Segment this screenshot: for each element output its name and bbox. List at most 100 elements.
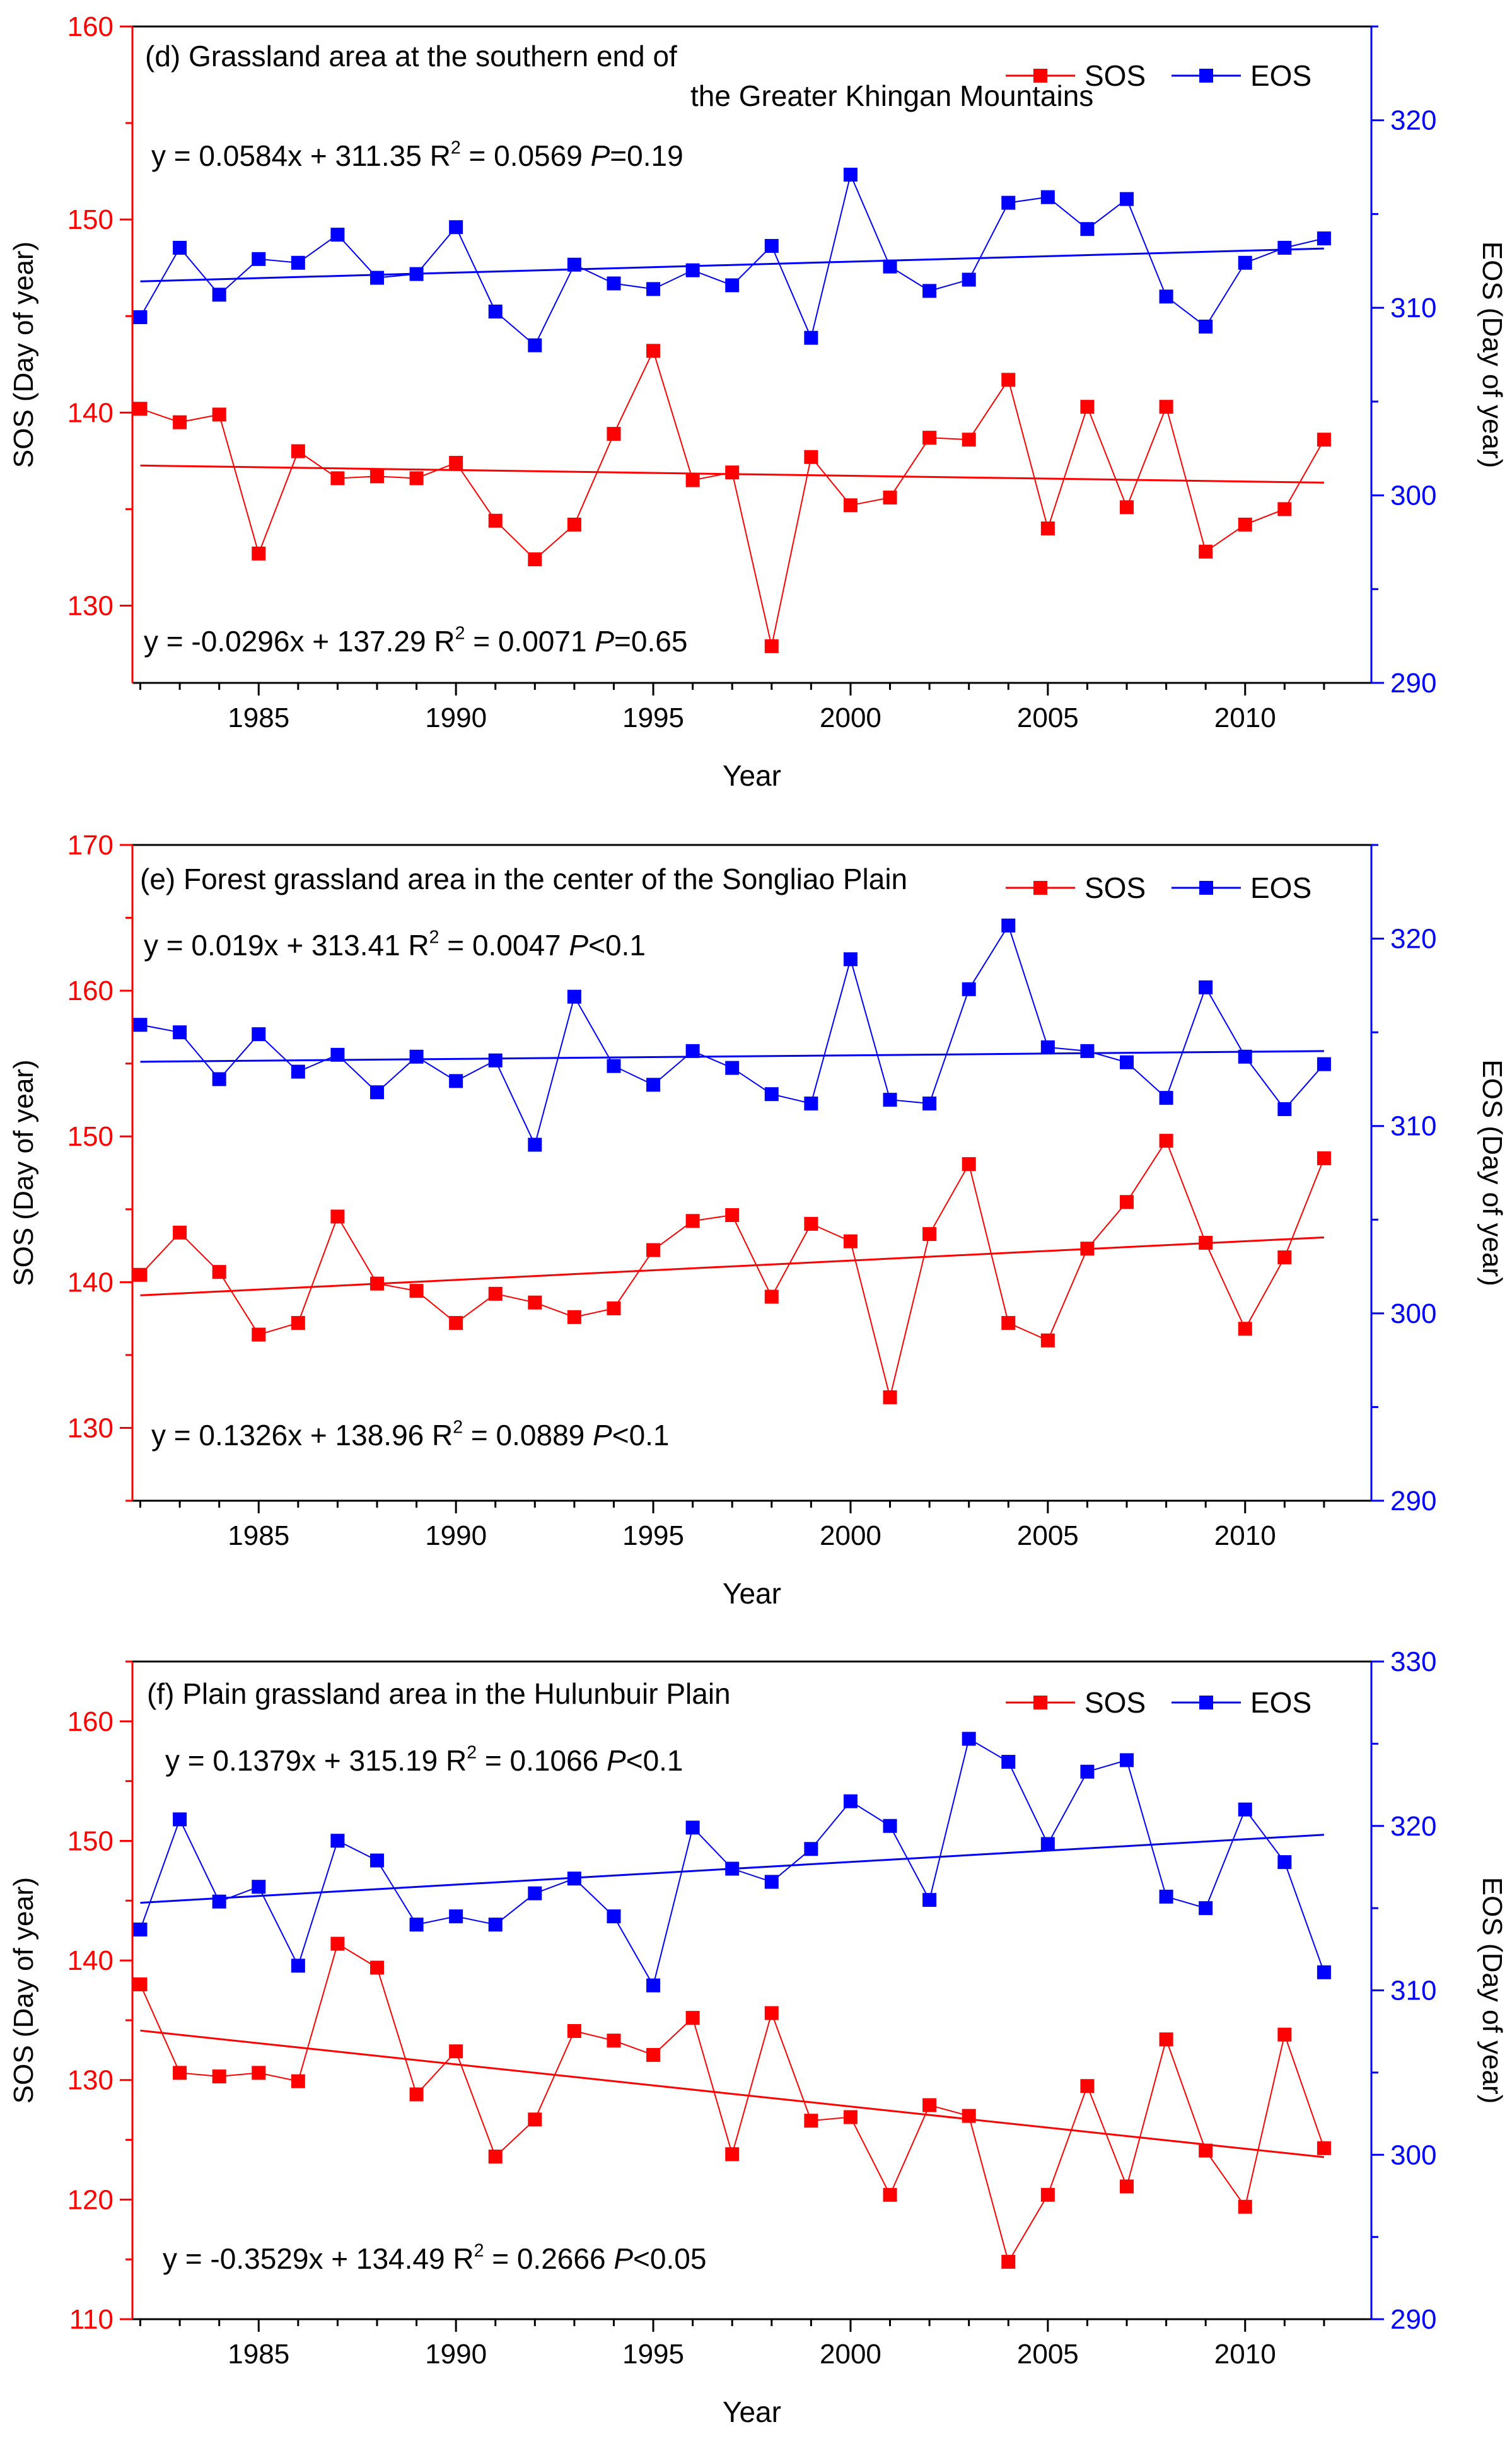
equation-part: y = 0.1326x + 138.96 R	[151, 1419, 453, 1452]
eos-point	[1001, 1755, 1016, 1769]
eos-point	[291, 1064, 305, 1079]
eos-point	[1277, 1855, 1292, 1870]
eos-point	[962, 982, 976, 996]
eos-point	[133, 1923, 148, 1937]
sos-point	[962, 1157, 976, 1172]
y-right-tick-label: 330	[1390, 1646, 1436, 1677]
sos-point	[804, 2114, 818, 2128]
eos-point	[369, 1085, 384, 1100]
sos-point	[212, 1265, 226, 1279]
sos-point	[685, 473, 700, 487]
eos-trend-line	[140, 247, 1324, 282]
y-left-tick-label: 160	[67, 975, 113, 1006]
sos-point	[1080, 2079, 1095, 2093]
sos-regression-equation: y = 0.1326x + 138.96 R2 = 0.0889 P<0.1	[151, 1417, 670, 1452]
eos-point	[133, 310, 148, 325]
x-tick-label: 2000	[820, 2339, 881, 2370]
sos-point	[1080, 400, 1095, 414]
sos-trend-line	[140, 1236, 1324, 1296]
sos-point	[488, 1286, 503, 1301]
sos-point	[173, 1225, 187, 1240]
eos-point	[1040, 1837, 1055, 1851]
eos-point	[133, 1018, 148, 1032]
eos-point	[212, 1894, 226, 1909]
eos-regression-equation: y = 0.019x + 313.41 R2 = 0.0047 P<0.1	[144, 928, 646, 962]
y-left-tick-label: 160	[67, 1706, 113, 1737]
sos-point	[685, 1214, 700, 1228]
eos-point	[1238, 255, 1252, 270]
legend-label-eos: EOS	[1250, 59, 1311, 92]
equation-part: y = 0.0584x + 311.35 R	[151, 139, 451, 172]
y-left-tick-label: 140	[67, 397, 113, 428]
eos-point	[1001, 195, 1016, 210]
sos-point	[922, 2098, 937, 2112]
equation-part: 2	[455, 624, 465, 644]
y-left-tick-label: 130	[67, 1412, 113, 1443]
equation-part: 2	[453, 1417, 463, 1438]
eos-point	[1040, 1040, 1055, 1054]
sos-point	[252, 1327, 266, 1342]
sos-point	[1001, 1316, 1016, 1330]
y-left-tick-label: 130	[67, 591, 113, 622]
eos-point	[330, 1834, 345, 1848]
sos-point	[133, 1977, 148, 1992]
legend: SOS EOS	[1006, 1686, 1311, 1719]
y-left-tick-label: 140	[67, 1945, 113, 1976]
equation-part: P	[607, 1744, 626, 1777]
sos-point	[409, 2087, 424, 2102]
equation-part: y = -0.3529x + 134.49 R	[163, 2242, 474, 2275]
eos-point	[1120, 1055, 1134, 1069]
eos-point	[685, 1820, 700, 1835]
sos-point	[1080, 1242, 1095, 1256]
legend-label-eos: EOS	[1250, 1686, 1311, 1719]
y-right-tick-label: 310	[1390, 1111, 1436, 1142]
x-tick-label: 1995	[622, 1520, 684, 1551]
eos-point	[330, 228, 345, 242]
eos-point	[369, 271, 384, 285]
sos-point	[528, 552, 542, 567]
eos-point	[607, 276, 621, 291]
sos-point	[607, 1301, 621, 1315]
sos-point	[1040, 521, 1055, 536]
sos-point	[1277, 502, 1292, 516]
sos-point	[764, 639, 779, 653]
eos-point	[1120, 1753, 1134, 1767]
eos-point	[1080, 1764, 1095, 1779]
sos-point	[291, 2074, 305, 2088]
sos-point	[409, 1284, 424, 1298]
chart-panel-1: 1985 1990 1995 2000 2005 2010 Year 130 140 150 160…	[8, 830, 1508, 1610]
sos-point	[133, 1267, 148, 1282]
eos-point	[804, 330, 818, 345]
x-axis-label: Year	[723, 2395, 781, 2428]
eos-point	[1238, 1049, 1252, 1064]
eos-point	[1080, 222, 1095, 236]
y-left-axis-label: SOS (Day of year)	[8, 1877, 39, 2104]
eos-point	[764, 1875, 779, 1889]
eos-point	[1040, 190, 1055, 204]
eos-point	[1120, 192, 1134, 206]
sos-point	[883, 491, 897, 505]
panel-title: (f) Plain grassland area in the Hulunbui…	[147, 1677, 731, 1710]
eos-point	[252, 1880, 266, 1894]
sos-point	[1317, 433, 1331, 447]
equation-part: 2	[451, 138, 461, 158]
equation-part: P	[593, 1419, 612, 1452]
eos-point	[449, 1074, 463, 1088]
legend-marker	[1033, 1696, 1047, 1709]
y-left-tick-label: 170	[67, 830, 113, 861]
sos-point	[1159, 1134, 1173, 1148]
eos-point	[843, 167, 858, 182]
eos-point	[1317, 231, 1331, 246]
eos-point	[607, 1059, 621, 1073]
sos-point	[488, 513, 503, 528]
sos-point	[764, 2006, 779, 2020]
eos-point	[725, 1061, 740, 1075]
sos-point	[843, 498, 858, 513]
sos-point	[1238, 1322, 1252, 1336]
sos-point	[1120, 500, 1134, 515]
y-left-tick-label: 150	[67, 204, 113, 235]
panel-title: (e) Forest grassland area in the center …	[140, 863, 907, 895]
sos-point	[449, 2044, 463, 2059]
sos-point	[1120, 2179, 1134, 2194]
sos-point	[330, 1209, 345, 1224]
